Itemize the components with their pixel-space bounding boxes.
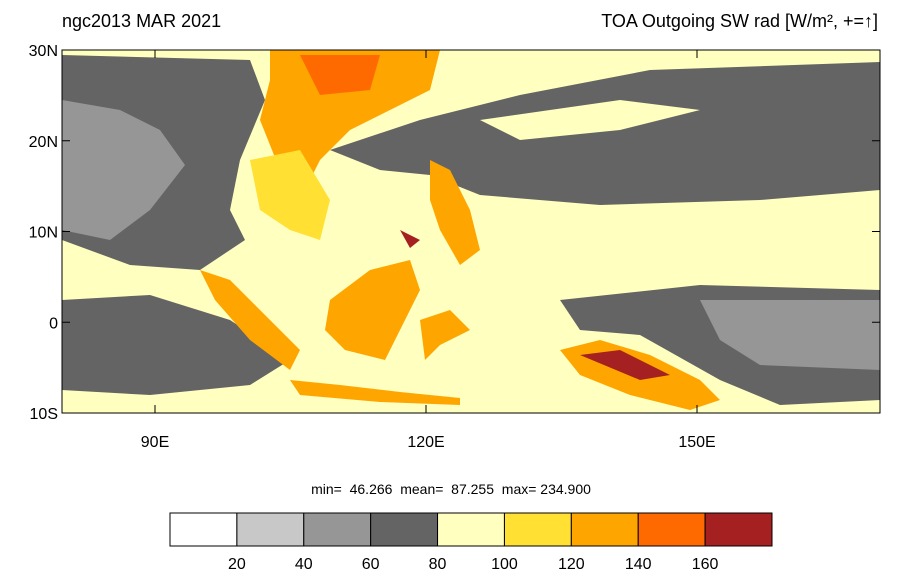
- lat-label: 20N: [29, 134, 58, 151]
- colorbar-box: [370, 512, 439, 547]
- colorbar-label: 60: [362, 556, 380, 573]
- lat-label: 10N: [29, 225, 58, 242]
- colorbar-box: [169, 512, 238, 547]
- left-title: ngc2013 MAR 2021: [62, 11, 221, 31]
- lon-label: 90E: [141, 434, 169, 451]
- colorbar-label: 20: [228, 556, 246, 573]
- colorbar-box: [503, 512, 572, 547]
- colorbar-label: 140: [625, 556, 652, 573]
- map-field: [62, 50, 880, 413]
- colorbar-label: 40: [295, 556, 313, 573]
- right-title: TOA Outgoing SW rad [W/m², +=↑]: [601, 11, 878, 31]
- colorbar-box: [570, 512, 639, 547]
- lon-label: 120E: [407, 434, 444, 451]
- lat-label: 10S: [30, 406, 58, 423]
- colorbar-label: 100: [491, 556, 518, 573]
- stats: min= 46.266 mean= 87.255 max= 234.900: [311, 481, 591, 497]
- colorbar-label: 80: [429, 556, 447, 573]
- colorbar-label: 160: [692, 556, 719, 573]
- lat-label: 0: [49, 315, 58, 332]
- colorbar-box: [437, 512, 505, 547]
- lon-label: 150E: [678, 434, 715, 451]
- colorbar-box: [303, 512, 372, 547]
- colorbar-box: [704, 512, 773, 547]
- colorbar-box: [236, 512, 305, 547]
- colorbar-box: [637, 512, 706, 547]
- colorbar-label: 120: [558, 556, 585, 573]
- lat-label: 30N: [29, 43, 58, 60]
